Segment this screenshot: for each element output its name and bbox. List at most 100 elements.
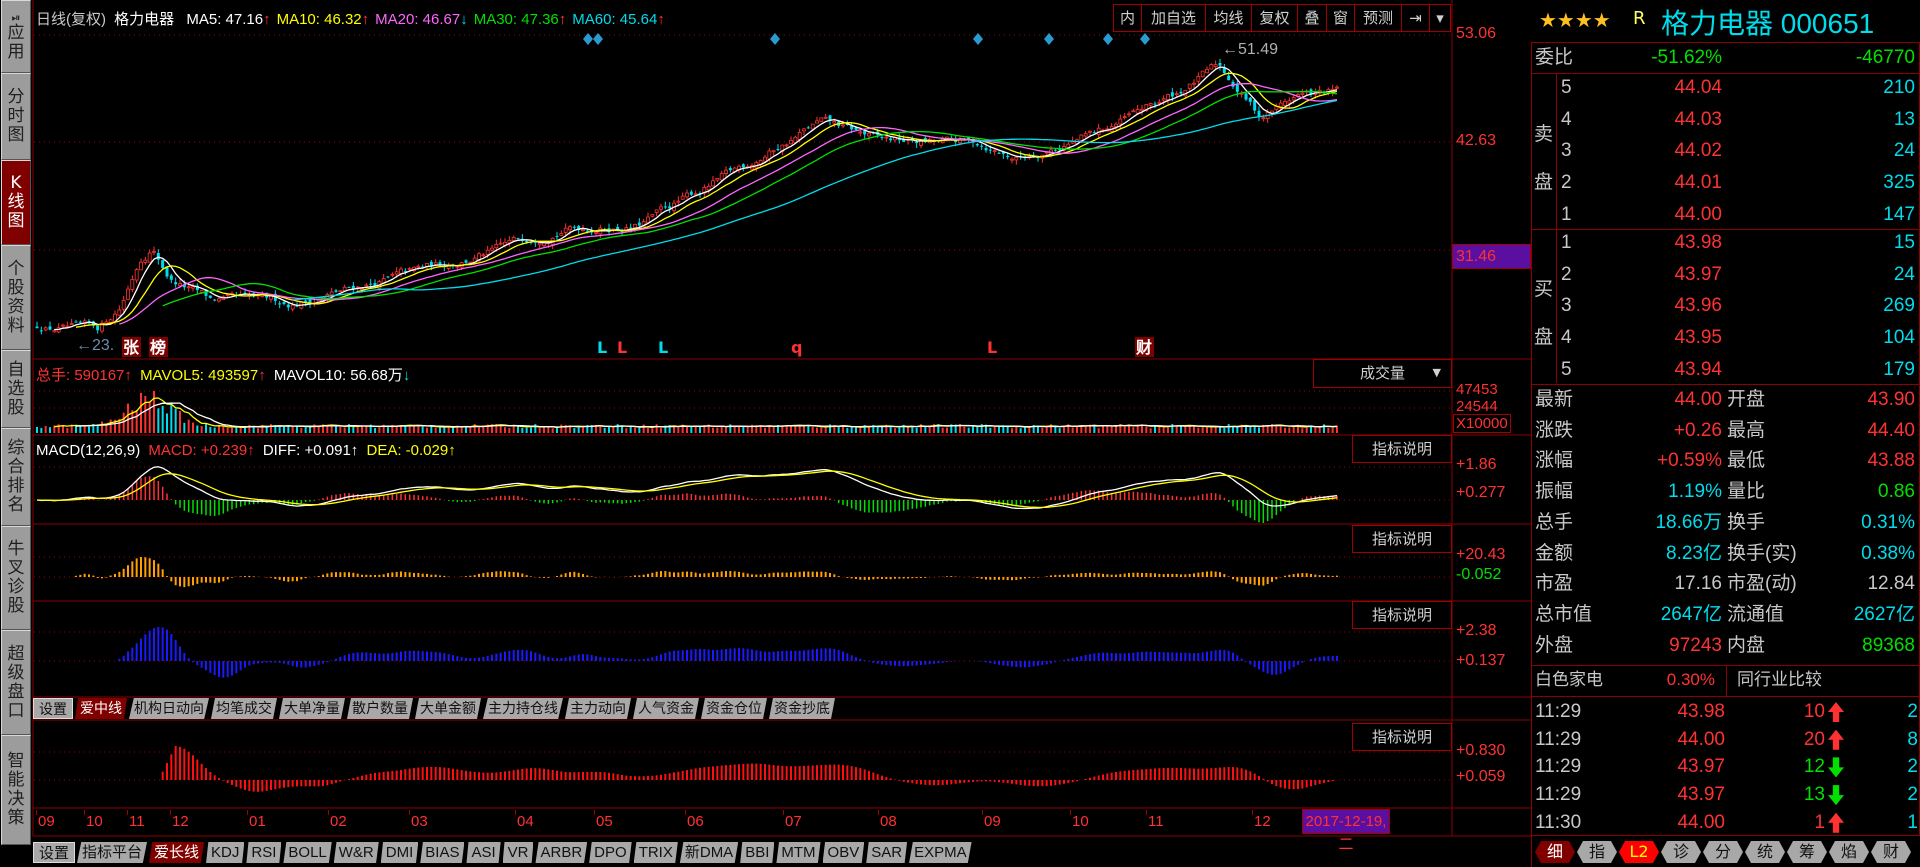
tab-bottom-6[interactable]: W&R (333, 842, 379, 863)
tab-bottom-3[interactable]: KDJ (206, 842, 245, 863)
panel4-help-button[interactable]: 指标说明 (1352, 601, 1452, 629)
buy-price[interactable]: 43.96 (1674, 295, 1722, 317)
volume-bar (599, 426, 602, 433)
event-diamond-icon[interactable] (973, 33, 983, 45)
tab-bottom-19[interactable]: EXPMA (909, 842, 972, 863)
sidebar-item-1[interactable]: 分时图 (1, 73, 31, 160)
buy-price[interactable]: 43.98 (1674, 232, 1722, 253)
chart-marker[interactable]: L (597, 338, 607, 357)
overlay-button[interactable]: 叠 (1297, 4, 1326, 32)
chart-marker[interactable]: L (658, 338, 668, 357)
tab-mid-0[interactable]: 设置 (33, 698, 73, 719)
adjust-button[interactable]: 复权 (1251, 4, 1297, 32)
tab-bottom-7[interactable]: DMI (380, 842, 419, 863)
buy-price[interactable]: 43.94 (1674, 358, 1722, 380)
tab-bottom-12[interactable]: DPO (589, 842, 632, 863)
event-diamond-icon[interactable] (583, 33, 593, 45)
tab-bottom-9[interactable]: ASI (466, 842, 501, 863)
sector-name[interactable]: 白色家电 (1535, 670, 1603, 689)
period-label[interactable]: 日线(复权) (36, 11, 106, 28)
tab-bottom-2[interactable]: 爱长线 (149, 842, 205, 863)
quote-tab-7[interactable]: 焰 (1829, 841, 1869, 863)
date-tick-line (594, 810, 595, 815)
event-diamond-icon[interactable] (1044, 33, 1054, 45)
tab-mid-8[interactable]: 主力动向 (565, 698, 631, 719)
tab-bottom-10[interactable]: VR (502, 842, 534, 863)
sell-price[interactable]: 44.00 (1674, 203, 1722, 225)
event-diamond-icon[interactable] (1140, 33, 1150, 45)
add-watchlist-button[interactable]: 加自选 (1141, 4, 1205, 32)
tab-bottom-4[interactable]: RSI (246, 842, 282, 863)
sidebar-item-6[interactable]: 牛叉诊股 (1, 526, 31, 630)
more-dropdown-icon[interactable]: ▾ (1429, 4, 1451, 32)
candle-down (728, 168, 732, 171)
tab-mid-7[interactable]: 主力持仓线 (483, 698, 563, 719)
tab-mid-11[interactable]: 资金抄底 (769, 698, 835, 719)
sidebar-item-3[interactable]: 个股资料 (1, 245, 31, 350)
tab-bottom-5[interactable]: BOLL (283, 842, 332, 863)
candle-up (134, 269, 139, 281)
tab-bottom-17[interactable]: OBV (822, 842, 865, 863)
tab-mid-2[interactable]: 机构日动向 (129, 698, 209, 719)
buy-price[interactable]: 43.95 (1674, 327, 1722, 349)
tab-bottom-0[interactable]: 设置 (33, 842, 76, 863)
volume-bar (92, 423, 95, 433)
sell-price[interactable]: 44.01 (1674, 172, 1722, 194)
chart-marker[interactable]: L (617, 338, 627, 357)
chart-marker[interactable]: L (987, 338, 997, 357)
tab-mid-4[interactable]: 大单净量 (279, 698, 345, 719)
tab-bottom-13[interactable]: TRIX (633, 842, 678, 863)
buy-price[interactable]: 43.97 (1674, 263, 1722, 285)
tab-bottom-18[interactable]: SAR (866, 842, 908, 863)
panel3-help-button[interactable]: 指标说明 (1352, 525, 1452, 553)
expand-icon[interactable]: ⇥ (1401, 4, 1429, 32)
event-diamond-icon[interactable] (770, 33, 780, 45)
quote-tab-2[interactable]: L2 (1619, 841, 1659, 863)
sell-price[interactable]: 44.04 (1674, 77, 1722, 98)
event-diamond-icon[interactable] (593, 33, 603, 45)
tab-mid-6[interactable]: 大单金额 (415, 698, 481, 719)
sidebar-item-7[interactable]: 超级盘口 (1, 630, 31, 735)
tab-bottom-14[interactable]: 新DMA (679, 842, 739, 863)
volume-bar (343, 427, 346, 433)
tab-mid-5[interactable]: 散户数量 (347, 698, 413, 719)
event-diamond-icon[interactable] (1103, 33, 1113, 45)
sell-price[interactable]: 44.02 (1674, 140, 1722, 162)
sidebar-item-5[interactable]: 综合排名 (1, 428, 31, 526)
chart-marker[interactable]: 财 (1135, 338, 1152, 357)
chart-marker[interactable]: 榜 (150, 338, 166, 357)
tab-mid-1[interactable]: 爱中线 (75, 698, 127, 719)
sell-price[interactable]: 44.03 (1674, 108, 1722, 130)
quote-tab-8[interactable]: 财 (1871, 841, 1911, 863)
tab-mid-9[interactable]: 人气资金 (633, 698, 699, 719)
tab-bottom-11[interactable]: ARBR (535, 842, 588, 863)
sidebar-item-0[interactable]: ⏯ 应用 (1, 0, 31, 73)
sidebar-item-8[interactable]: 智能决策 (1, 735, 31, 845)
tab-mid-3[interactable]: 均笔成交 (211, 698, 277, 719)
inner-button[interactable]: 内 (1113, 4, 1141, 32)
chart-marker[interactable]: 张 (123, 338, 140, 357)
sidebar-item-2[interactable]: K线图 (1, 160, 31, 245)
forecast-button[interactable]: 预测 (1354, 4, 1401, 32)
quote-tab-4[interactable]: 分 (1703, 841, 1743, 863)
chart-marker[interactable]: q (791, 338, 802, 357)
quote-tab-5[interactable]: 统 (1745, 841, 1785, 863)
indicator-selector[interactable]: 成交量 ▼ (1313, 359, 1452, 388)
ma-button[interactable]: 均线 (1205, 4, 1251, 32)
quote-tab-6[interactable]: 筹 (1787, 841, 1827, 863)
tab-mid-10[interactable]: 资金仓位 (701, 698, 767, 719)
quote-tab-3[interactable]: 诊 (1661, 841, 1701, 863)
tab-bottom-15[interactable]: BBI (740, 842, 775, 863)
volume-bar (408, 424, 411, 433)
sidebar-item-4[interactable]: 自选股 (1, 350, 31, 428)
tab-bottom-16[interactable]: MTM (776, 842, 821, 863)
industry-compare-button[interactable]: 同行业比较 (1737, 670, 1822, 689)
panel5-help-button[interactable]: 指标说明 (1352, 723, 1452, 751)
tab-bottom-8[interactable]: BIAS (420, 842, 465, 863)
window-button[interactable]: 窗 (1326, 4, 1354, 32)
tab-bottom-1[interactable]: 指标平台 (77, 842, 148, 863)
macd-help-button[interactable]: 指标说明 (1352, 435, 1452, 463)
quote-tab-1[interactable]: 指 (1577, 841, 1617, 863)
quote-tab-0[interactable]: 细 (1535, 841, 1575, 863)
